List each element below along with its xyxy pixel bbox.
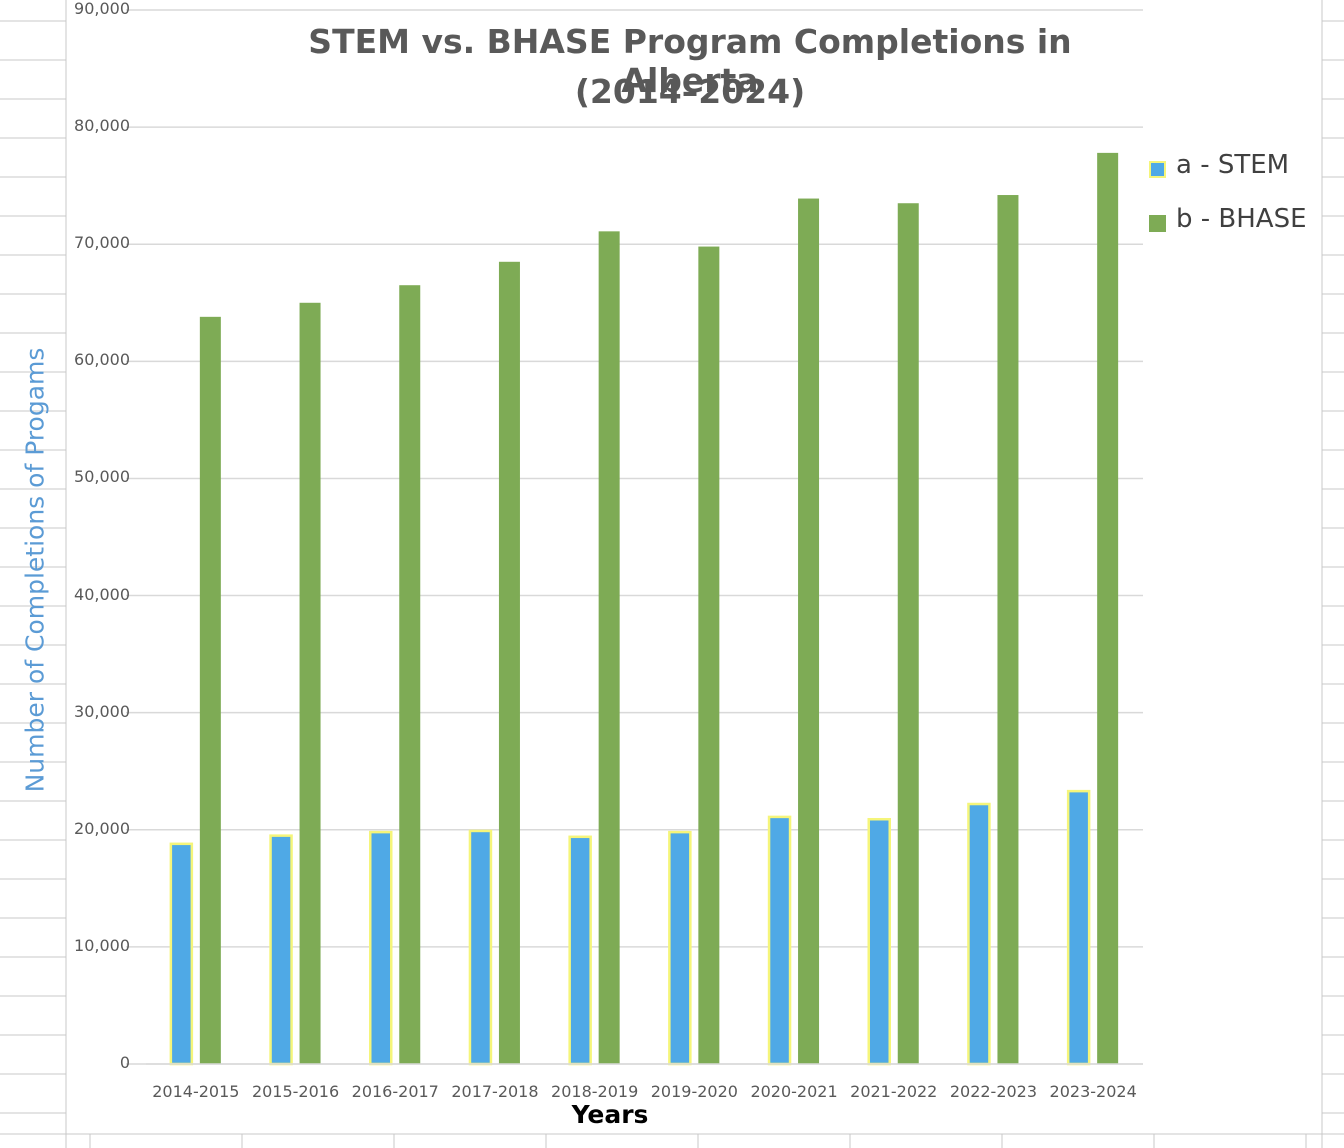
stem-bar	[568, 835, 592, 1066]
stem-bar	[1066, 789, 1091, 1066]
bhase-bar	[598, 231, 620, 1065]
legend-swatch-stem	[1149, 161, 1166, 178]
x-axis-label: Years	[571, 1100, 649, 1129]
stem-bar	[269, 834, 293, 1066]
y-tick-label: 10,000	[74, 935, 130, 955]
y-tick-label: 70,000	[74, 233, 130, 253]
x-tick-label: 2023-2024	[1049, 1082, 1137, 1101]
stem-bar	[369, 830, 393, 1066]
bhase-bar	[798, 198, 820, 1064]
bhase-bar	[299, 302, 321, 1064]
stem-bar	[967, 802, 991, 1066]
bhase-bar	[698, 246, 720, 1064]
x-tick-label: 2017-2018	[451, 1082, 539, 1101]
y-tick-label: 80,000	[74, 116, 130, 136]
bhase-bar	[997, 195, 1019, 1065]
stem-bar	[468, 829, 493, 1066]
x-tick-label: 2018-2019	[551, 1082, 639, 1101]
y-tick-label: 30,000	[74, 701, 130, 721]
x-tick-label: 2019-2020	[650, 1082, 738, 1101]
y-tick-label: 20,000	[74, 818, 130, 838]
legend-label-bhase: b - BHASE	[1176, 204, 1307, 234]
x-tick-label: 2021-2022	[850, 1082, 938, 1101]
bhase-bar	[498, 261, 520, 1064]
legend-label-stem: a - STEM	[1176, 150, 1290, 180]
y-axis-label: Number of Completions of Progams	[20, 347, 50, 793]
bhase-bar	[897, 203, 919, 1064]
stem-bar	[668, 830, 692, 1066]
x-tick-label: 2015-2016	[251, 1082, 340, 1101]
stem-bar	[767, 815, 792, 1066]
stem-bar	[867, 817, 891, 1066]
y-tick-label: 60,000	[74, 350, 130, 370]
bhase-bar	[199, 316, 221, 1064]
bhase-bar	[399, 285, 421, 1064]
stem-bar	[169, 842, 194, 1066]
y-tick-label: 0	[119, 1053, 130, 1072]
bhase-bar	[1097, 152, 1119, 1064]
chart-title-line-2: (2014–2024)	[574, 72, 806, 111]
x-tick-label: 2022-2023	[949, 1082, 1038, 1101]
y-tick-label: 40,000	[74, 584, 130, 604]
legend-swatch-bhase	[1149, 215, 1166, 232]
y-tick-label: 50,000	[74, 467, 130, 487]
x-tick-label: 2014-2015	[152, 1082, 240, 1101]
x-tick-label: 2020-2021	[750, 1082, 838, 1101]
x-tick-label: 2016-2017	[351, 1082, 439, 1101]
chart-title-line-1: STEM vs. BHASE Program Completions in Al…	[308, 22, 1072, 100]
y-tick-label: 90,000	[74, 0, 130, 18]
